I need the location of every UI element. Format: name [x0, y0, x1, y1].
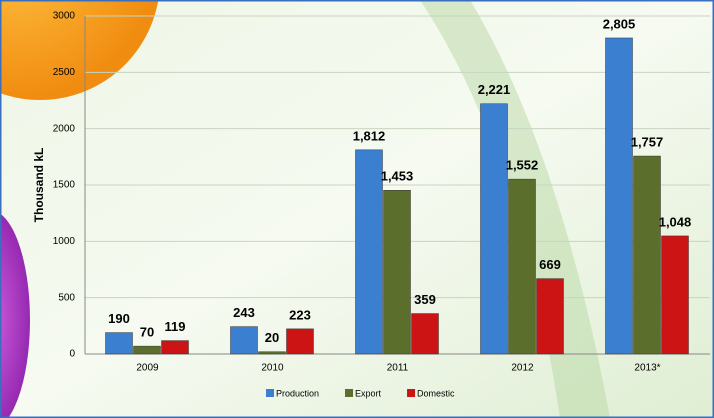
bar [633, 155, 661, 355]
value-label: 1,552 [506, 158, 539, 173]
bar [286, 328, 314, 355]
value-label: 243 [233, 305, 255, 320]
decoration [0, 0, 159, 100]
x-tick-label: 2012 [511, 363, 534, 374]
x-tick-label: 2013* [634, 363, 660, 374]
value-label: 119 [165, 319, 186, 334]
bar [605, 37, 633, 355]
bar [355, 149, 383, 355]
bar [536, 278, 564, 355]
bar [258, 351, 286, 355]
bar [508, 178, 536, 355]
y-tick-label: 2000 [53, 123, 76, 134]
bar [661, 235, 689, 355]
value-label: 359 [414, 292, 436, 307]
value-label: 1,757 [631, 134, 664, 149]
value-label: 669 [539, 257, 561, 272]
legend-swatch [345, 389, 354, 397]
bar [383, 190, 411, 355]
x-tick-label: 2011 [387, 363, 409, 374]
bar [161, 340, 189, 355]
value-label: 1,453 [381, 169, 414, 184]
decoration [0, 213, 30, 418]
value-label: 2,805 [603, 16, 636, 31]
x-tick-label: 2010 [261, 363, 284, 374]
y-tick-label: 1000 [53, 236, 76, 247]
y-tick-label: 2500 [53, 67, 76, 78]
value-label: 2,221 [478, 82, 511, 97]
legend-label: Production [276, 388, 319, 398]
value-label: 190 [108, 311, 130, 326]
bar [105, 332, 133, 355]
legend-label: Domestic [417, 388, 455, 398]
value-label: 1,048 [659, 214, 692, 229]
y-tick-label: 500 [58, 292, 75, 303]
value-label: 20 [265, 330, 279, 345]
value-label: 1,812 [353, 128, 386, 143]
y-tick-label: 1500 [53, 180, 76, 191]
value-label: 223 [289, 307, 311, 322]
legend-label: Export [355, 388, 382, 398]
value-label: 70 [140, 325, 154, 340]
legend-swatch [266, 389, 274, 397]
bar [133, 345, 161, 355]
y-tick-label: 3000 [53, 11, 76, 22]
y-axis-label: Thousand kL [32, 148, 46, 223]
legend-swatch [407, 389, 416, 397]
bar [230, 326, 258, 355]
bar [480, 103, 508, 355]
bar [411, 313, 439, 355]
x-tick-label: 2009 [136, 363, 159, 374]
y-tick-label: 0 [69, 349, 75, 360]
